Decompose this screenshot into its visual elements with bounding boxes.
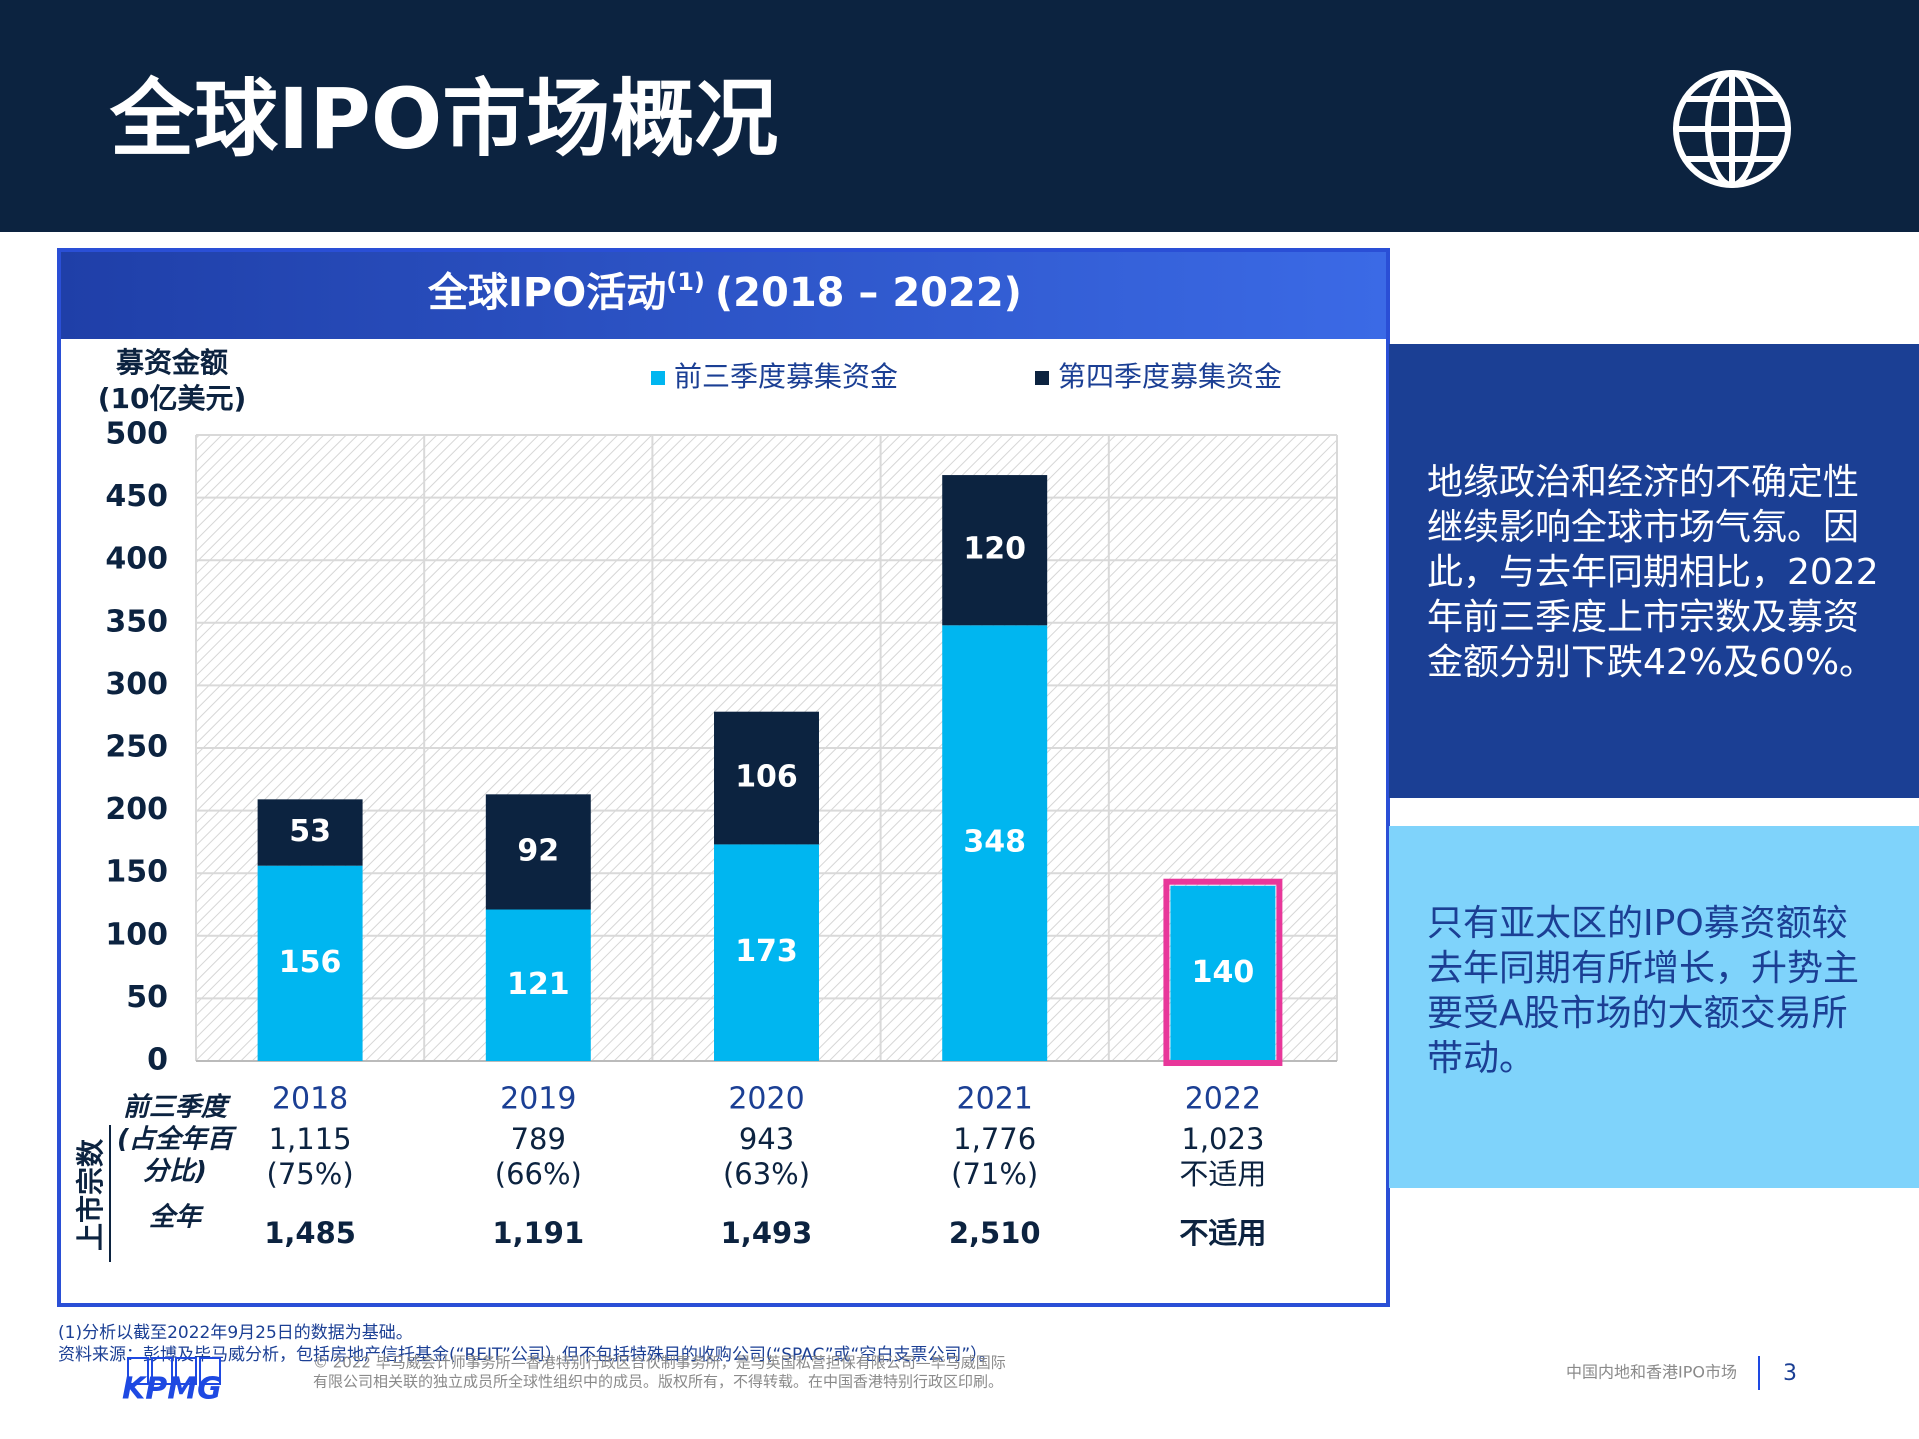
page-number: 3 [1783,1361,1797,1386]
y-tick-label: 500 [105,417,168,452]
x-tick-label: 2021 [957,1082,1033,1117]
bar-segment [942,625,1048,1061]
x-tick-label: 2018 [272,1082,348,1117]
x-tick-label: 2022 [1185,1082,1261,1117]
footer-copyright: 有限公司相关联的独立成员所全球性组织中的成员。版权所有，不得转载。在中国香港特别… [313,1373,1003,1391]
row-value: 1,023 [1181,1122,1264,1156]
row-note: 不适用 [1179,1157,1266,1191]
y-tick-label: 250 [105,730,168,765]
title-note: (1) [666,268,705,296]
bar-segment [485,909,591,1061]
row-label: (占全年百 [117,1125,238,1155]
bar-value-label: 140 [1192,955,1255,990]
row-value: 943 [739,1122,794,1156]
bar-segment [942,475,1048,626]
logo-box [199,1357,221,1385]
logo-box [151,1357,173,1385]
legend-swatch [651,371,665,385]
y-tick-label: 0 [147,1043,168,1078]
logo-box [175,1357,197,1385]
row-value: 2,510 [949,1216,1041,1250]
panel-light [1389,826,1919,1188]
row-label: 全年 [149,1203,204,1233]
bar-value-label: 92 [517,833,559,868]
bar-segment [714,844,819,1061]
row-value: 1,776 [953,1122,1036,1156]
row-note: (63%) [723,1157,810,1191]
row-note: (75%) [267,1157,354,1191]
y-axis-label: 募资金额 [115,346,228,379]
row-value: 1,493 [721,1216,813,1250]
panel-text: 带动。 [1427,1038,1535,1079]
row-value: 1,115 [269,1122,352,1156]
footnote: (1)分析以截至2022年9月25日的数据为基础。 [58,1323,413,1343]
footer-section: 中国内地和香港IPO市场 [1566,1363,1737,1382]
panel-text: 只有亚太区的IPO募资额较 [1427,903,1848,944]
row-value: 789 [511,1122,566,1156]
title-period: (2018 – 2022) [715,270,1022,316]
y-tick-label: 150 [105,855,168,890]
y-tick-label: 350 [105,604,168,639]
legend-label: 第四季度募集资金 [1058,360,1282,393]
y-tick-label: 400 [105,542,168,577]
legend-swatch [1035,371,1049,385]
header-bar [0,0,1919,232]
title-main: 全球IPO活动 [427,270,666,316]
bar-segment [257,865,363,1061]
row-label: 分比) [143,1157,207,1187]
y-tick-label: 200 [105,792,168,827]
bar-value-label: 121 [507,967,570,1002]
panel-text: 此，与去年同期相比，2022 [1427,552,1879,593]
panel-text: 要受A股市场的大额交易所 [1427,993,1848,1034]
table-title: 上市宗数 [74,1138,107,1251]
bar-segment [1170,885,1276,1061]
bar-segment [714,711,819,845]
y-tick-label: 100 [105,917,168,952]
highlight-frame [1163,878,1283,1066]
panel-text: 金额分别下跌42%及60%。 [1427,642,1875,683]
y-tick-label: 50 [126,980,168,1015]
chart-title-band [61,252,1386,339]
bar-segment [485,794,591,910]
y-tick-label: 300 [105,667,168,702]
x-tick-label: 2020 [728,1082,804,1117]
row-value: 1,191 [492,1216,584,1250]
panel-text: 地缘政治和经济的不确定性 [1427,462,1859,503]
y-tick-label: 450 [105,479,168,514]
legend-label: 前三季度募集资金 [674,360,898,393]
bar-value-label: 120 [963,532,1026,567]
row-label: 前三季度 [123,1093,232,1123]
y-axis-label: (10亿美元) [98,382,247,415]
panel-text: 去年同期有所增长，升势主 [1427,948,1859,989]
row-note: (71%) [951,1157,1038,1191]
panel-text: 年前三季度上市宗数及募资 [1427,597,1859,638]
footer-copyright: © 2022 毕马威会计师事务所—香港特别行政区合伙制事务所，是与英国私营担保有… [313,1354,1006,1372]
x-tick-label: 2019 [500,1082,576,1117]
bar-segment [257,799,363,866]
extras: 地缘政治和经济的不确定性继续影响全球市场气氛。因此，与去年同期相比，2022年前… [58,462,1879,1407]
globe-icon [1673,70,1791,188]
footer-logo: KPMG [122,1372,222,1407]
panel-dark [1389,344,1919,798]
page-title: 全球IPO市场概况 [109,70,778,168]
footnote: 资料来源：彭博及毕马威分析，包括房地产信托基金(“REIT”公司）但不包括特殊目… [58,1345,996,1365]
row-note: (66%) [495,1157,582,1191]
row-value: 1,485 [264,1216,356,1250]
row-value: 不适用 [1179,1216,1266,1250]
logo-box [127,1357,149,1385]
bar-value-label: 348 [963,825,1026,860]
bar-value-label: 106 [735,760,798,795]
bar-value-label: 156 [279,945,342,980]
chart-title: 全球IPO活动(1) (2018 – 2022) [427,268,1022,316]
bar-value-label: 173 [735,934,798,969]
bar-value-label: 53 [289,814,331,849]
panel-text: 继续影响全球市场气氛。因 [1427,507,1859,548]
